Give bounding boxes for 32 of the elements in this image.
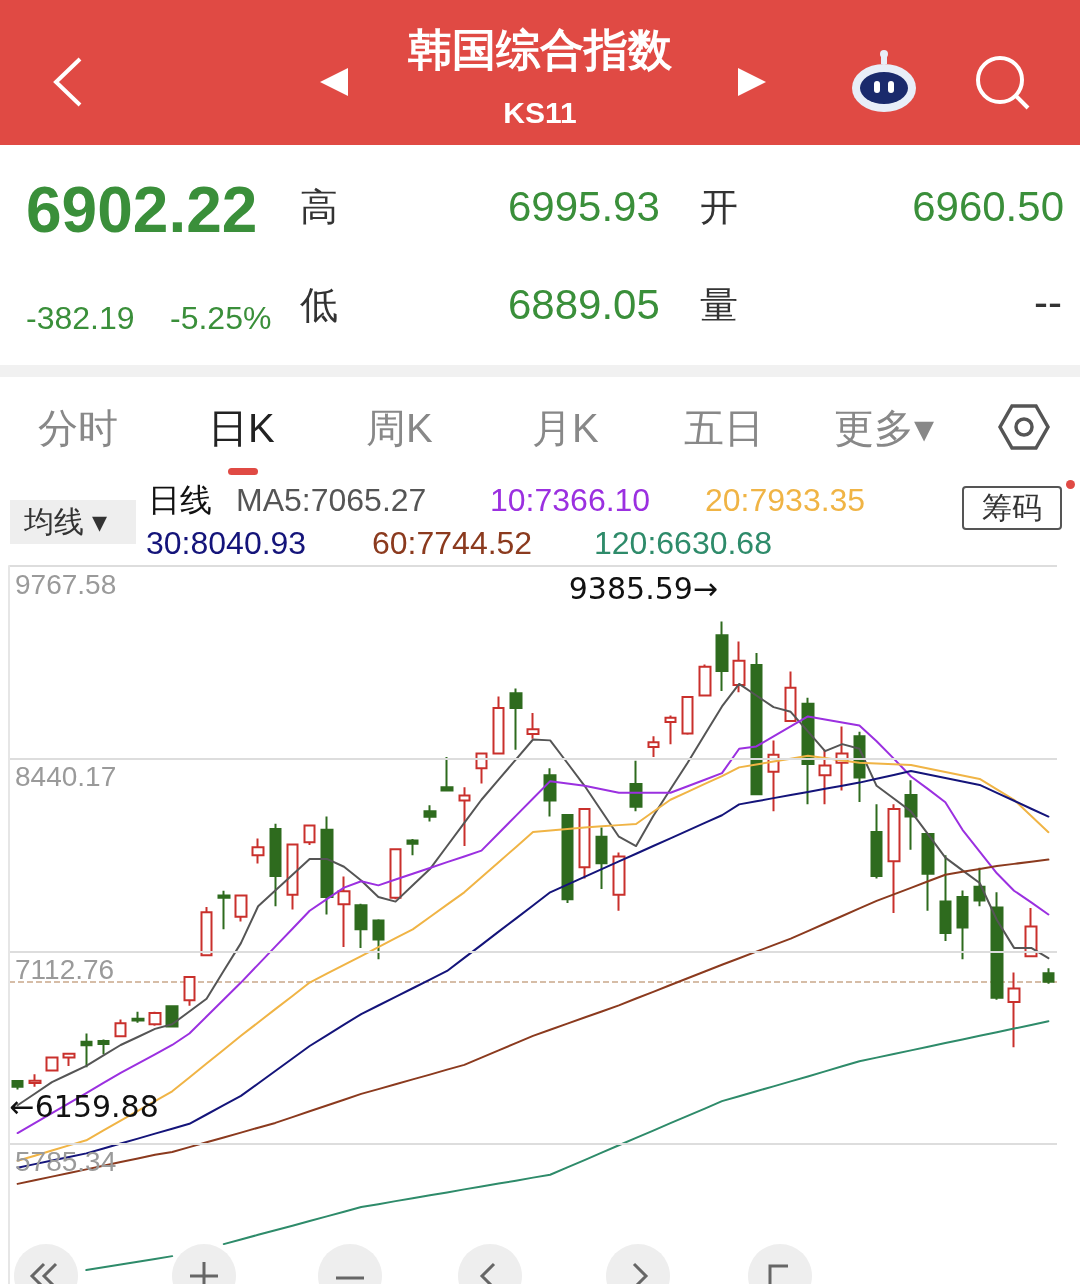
text: 6995.93 [508, 183, 660, 230]
chart-title: 韩国综合指数 [407, 25, 673, 74]
chart-subtitle: KS11 [502, 96, 578, 129]
text: 月K [532, 406, 599, 450]
text: 日线 [148, 482, 212, 518]
text: 开 [700, 186, 738, 228]
annotation: 9385.59→ [568, 570, 718, 606]
text: 120:6630.68 [594, 525, 772, 561]
text: 周K [366, 406, 433, 450]
text: 低 [300, 284, 338, 326]
text: -382.19 [26, 300, 135, 336]
y-tick-label: 8440.17 [15, 761, 117, 793]
text: 高 [300, 186, 338, 228]
text: 分时 [38, 406, 118, 450]
y-tick-label: 7112.76 [15, 953, 115, 985]
text: 60:7744.52 [372, 525, 533, 561]
text: 筹码 [962, 486, 1062, 530]
text: MA5:7065.27 [236, 482, 427, 518]
text: -- [1034, 279, 1062, 326]
text: 6902.22 [26, 174, 258, 246]
text: 6960.50 [912, 183, 1064, 230]
text: 量 [700, 284, 738, 326]
text: 更多▾ [834, 406, 934, 450]
text: 20:7933.35 [705, 482, 866, 518]
text: 日K [208, 406, 275, 450]
text: 均线 ▾ [10, 500, 136, 544]
y-tick-label: 9767.58 [15, 568, 117, 600]
text: 30:8040.93 [146, 525, 307, 561]
text: 6889.05 [508, 281, 660, 328]
text: 10:7366.10 [490, 482, 651, 518]
text: 五日 [684, 406, 764, 450]
text: -5.25% [170, 300, 272, 336]
